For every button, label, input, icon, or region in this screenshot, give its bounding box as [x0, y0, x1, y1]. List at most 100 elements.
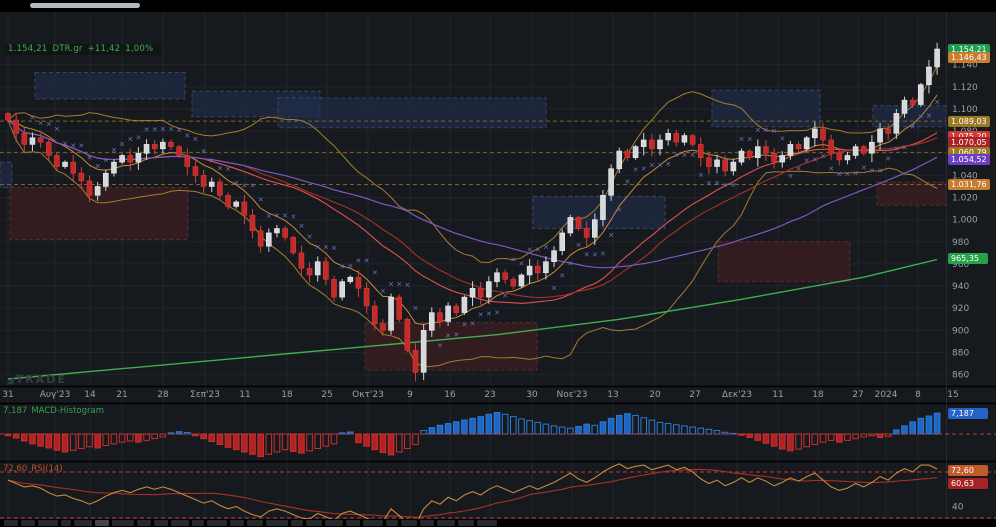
svg-text:✕: ✕	[152, 126, 158, 134]
svg-text:✕: ✕	[755, 127, 761, 135]
scrollbar-thumb[interactable]	[30, 3, 140, 8]
time-tick-label: 14	[84, 390, 96, 400]
time-tick-label: 27	[689, 390, 700, 400]
bottom-toolbar	[0, 519, 996, 527]
chart-canvas[interactable]: ✕✕ ✕✕✕ ✕ ✕✕✕✕✕✕✕ ✕✕ ✕ ✕ ✕ ✕✕ ✕✕✕✕ ✕✕ ✕ ✕✕✕ ✕ ✕ ✕✕✕✕ ✕ ✕✕ ✕…	[0, 12, 996, 519]
svg-text:✕: ✕	[266, 212, 272, 220]
svg-text:✕: ✕	[144, 126, 150, 134]
bottom-toolbar-button[interactable]	[437, 520, 455, 526]
price-tick-label: 880	[952, 348, 969, 358]
svg-text:✕: ✕	[828, 165, 834, 173]
svg-text:✕: ✕	[633, 166, 639, 174]
time-axis[interactable]	[0, 398, 946, 415]
svg-text:✕: ✕	[380, 288, 386, 296]
bottom-toolbar-button[interactable]	[266, 520, 288, 526]
time-tick-label: 27	[852, 390, 863, 400]
svg-text:✕: ✕	[30, 114, 36, 122]
bottom-toolbar-button[interactable]	[325, 520, 343, 526]
bottom-toolbar-button[interactable]	[207, 520, 227, 526]
bottom-toolbar-button[interactable]	[171, 520, 189, 526]
price-tick-label: 960	[952, 260, 969, 270]
svg-text:✕: ✕	[331, 244, 337, 252]
price-badge-ma-slow: 1.070,05	[948, 136, 990, 148]
svg-text:✕: ✕	[356, 257, 362, 265]
bottom-toolbar-button[interactable]	[363, 520, 383, 526]
price-tick-label: 1.020	[952, 194, 978, 204]
candlestick-series	[5, 42, 940, 382]
svg-text:✕: ✕	[135, 134, 141, 142]
svg-text:✕: ✕	[885, 155, 891, 163]
svg-text:✕: ✕	[168, 126, 174, 134]
bottom-toolbar-button[interactable]	[291, 520, 303, 526]
sar-x-markers: ✕✕ ✕✕✕ ✕ ✕✕✕✕✕✕✕ ✕✕ ✕ ✕ ✕ ✕✕ ✕✕✕✕ ✕✕ ✕ ✕✕✕ ✕ ✕ ✕✕✕✕ ✕ ✕✕ ✕…	[30, 98, 941, 386]
time-tick-label: 9	[407, 390, 413, 400]
svg-text:✕: ✕	[902, 144, 908, 152]
svg-text:✕: ✕	[274, 212, 280, 220]
bottom-toolbar-button[interactable]	[420, 520, 434, 526]
svg-text:✕: ✕	[624, 178, 630, 186]
bottom-toolbar-button[interactable]	[401, 520, 417, 526]
svg-text:✕: ✕	[893, 145, 899, 153]
top-black-bar	[0, 0, 996, 12]
bottom-toolbar-button[interactable]	[74, 520, 92, 526]
svg-text:✕: ✕	[926, 112, 932, 120]
svg-text:✕: ✕	[404, 281, 410, 289]
bottom-toolbar-button[interactable]	[346, 520, 360, 526]
time-tick-label: 31	[2, 390, 13, 400]
svg-text:✕: ✕	[225, 165, 231, 173]
svg-text:✕: ✕	[502, 292, 508, 300]
svg-text:✕: ✕	[62, 140, 68, 148]
svg-text:✕: ✕	[584, 251, 590, 259]
bottom-toolbar-button[interactable]	[95, 520, 109, 526]
svg-text:✕: ✕	[527, 246, 533, 254]
svg-text:✕: ✕	[706, 179, 712, 187]
svg-text:✕: ✕	[70, 142, 76, 150]
price-axis[interactable]	[946, 12, 996, 519]
macd-histogram-series	[4, 412, 941, 458]
bottom-toolbar-button[interactable]	[458, 520, 474, 526]
bottom-toolbar-button[interactable]	[230, 520, 244, 526]
svg-text:✕: ✕	[290, 213, 296, 221]
bottom-toolbar-button[interactable]	[38, 520, 58, 526]
bottom-toolbar-button[interactable]	[4, 520, 18, 526]
rsi-tick-label: 40	[952, 503, 964, 513]
svg-text:✕: ✕	[567, 260, 573, 268]
svg-text:✕: ✕	[95, 163, 101, 171]
svg-text:✕: ✕	[519, 260, 525, 268]
bottom-toolbar-button[interactable]	[154, 520, 168, 526]
price-badge-last-price: 1.154,21	[948, 43, 990, 55]
bottom-toolbar-button[interactable]	[247, 520, 263, 526]
chart-area[interactable]: ✕ ✕ ✕ ✕ ✕ ✕ ✕ ✕ ✕ ✕ ✕ ✕ ✕ ✕ ✕ ✕ ✕ ✕ ✕ ✕ ✕ ✕ ✕ ✕ ✕ ✕ ✕ ✕ ✕ ✕ ✕ ✕ ✕ ✕ ✕ ✕ ✕ ✕ ✕ ✕…	[0, 12, 996, 519]
svg-text:✕: ✕	[804, 157, 810, 165]
bottom-toolbar-button[interactable]	[477, 520, 497, 526]
bottom-toolbar-button[interactable]	[61, 520, 71, 526]
svg-text:✕: ✕	[184, 132, 190, 140]
svg-text:✕: ✕	[193, 135, 199, 143]
bottom-toolbar-button[interactable]	[137, 520, 151, 526]
bottom-toolbar-button[interactable]	[306, 520, 322, 526]
bottom-toolbar-button[interactable]	[21, 520, 35, 526]
bottom-toolbar-button[interactable]	[112, 520, 134, 526]
svg-text:✕: ✕	[682, 152, 688, 160]
bottom-toolbar-button[interactable]	[386, 520, 398, 526]
svg-text:✕: ✕	[241, 182, 247, 190]
svg-text:✕: ✕	[787, 173, 793, 181]
svg-text:✕: ✕	[78, 142, 84, 150]
macd-value-badge: 7,187	[948, 407, 988, 419]
price-tick-label: 1.000	[952, 216, 978, 226]
bottom-toolbar-button[interactable]	[192, 520, 204, 526]
svg-text:✕: ✕	[551, 284, 557, 292]
svg-text:✕: ✕	[38, 119, 44, 127]
svg-text:✕: ✕	[127, 135, 133, 143]
time-tick-label: 18	[281, 390, 293, 400]
svg-text:✕: ✕	[119, 141, 125, 149]
svg-text:✕: ✕	[616, 206, 622, 214]
price-tick-label: 1.120	[952, 83, 978, 93]
svg-text:✕: ✕	[641, 165, 647, 173]
time-tick-label: Αυγ'23	[40, 390, 71, 400]
svg-text:✕: ✕	[54, 126, 60, 134]
price-badge-ma-purple: 1.054,52	[948, 153, 990, 165]
svg-text:✕: ✕	[315, 243, 321, 251]
svg-text:✕: ✕	[910, 123, 916, 131]
